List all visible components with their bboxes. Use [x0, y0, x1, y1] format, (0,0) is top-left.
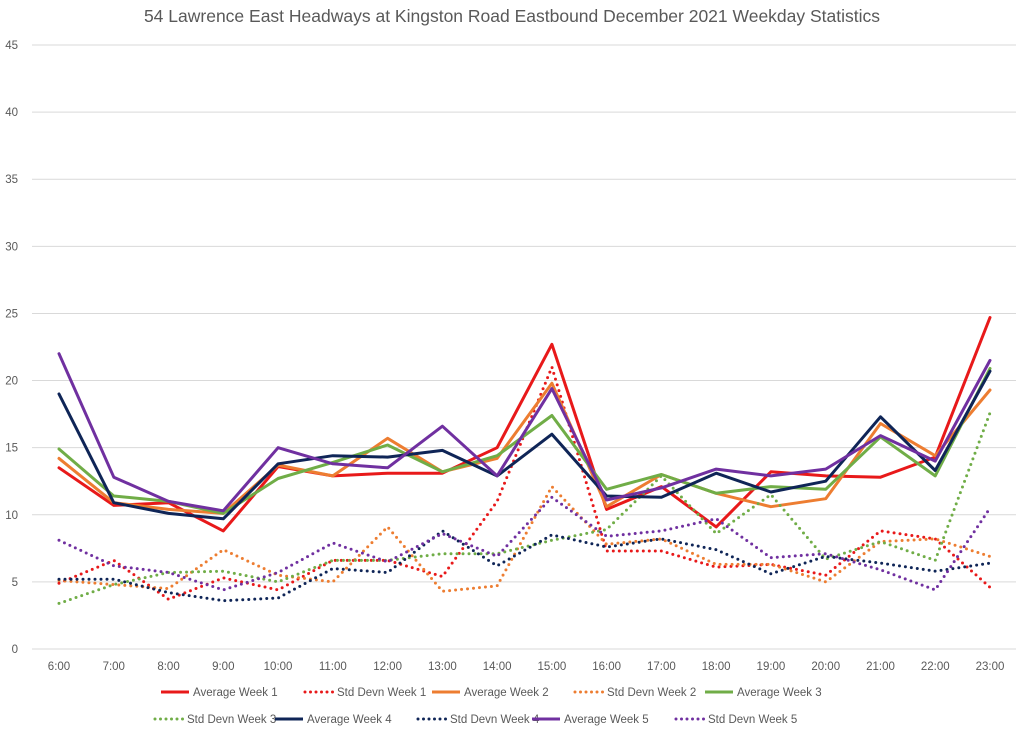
- legend: Average Week 1 Std Devn Week 1 Average Wee…: [153, 687, 822, 726]
- legend-item: Average Week 1: [161, 687, 278, 699]
- x-axis-ticks: 6:00 7:00 8:00 9:00 10:00 11:00 12:00 13:00 14:0…: [48, 661, 1005, 673]
- y-tick-label: 35: [5, 174, 18, 186]
- legend-item: Std Devn Week 1: [303, 687, 426, 699]
- y-tick-label: 5: [12, 577, 18, 589]
- y-axis-ticks: 0 5 10 15 20 25 30 35 40 45: [5, 40, 18, 656]
- x-tick-label: 13:00: [428, 661, 457, 673]
- gridlines: [32, 44, 1016, 650]
- x-tick-label: 20:00: [811, 661, 840, 673]
- legend-label: Std Devn Week 2: [607, 687, 696, 699]
- legend-label: Average Week 4: [307, 714, 392, 726]
- legend-label: Std Devn Week 1: [337, 687, 426, 699]
- y-tick-label: 45: [5, 40, 18, 52]
- y-tick-label: 30: [5, 241, 18, 253]
- chart-title: 54 Lawrence East Headways at Kingston Ro…: [144, 6, 880, 26]
- y-tick-label: 20: [5, 376, 18, 388]
- series-line-average-week-4: [57, 369, 992, 521]
- x-tick-label: 14:00: [483, 661, 512, 673]
- legend-label: Std Devn Week 4: [450, 714, 540, 726]
- legend-label: Std Devn Week 5: [708, 714, 797, 726]
- legend-item: Average Week 4: [275, 714, 392, 726]
- legend-item: Std Devn Week 2: [573, 687, 696, 699]
- legend-label: Average Week 1: [193, 687, 278, 699]
- legend-item: Std Devn Week 5: [674, 714, 797, 726]
- series-line-average-week-5: [57, 352, 992, 513]
- y-tick-label: 0: [12, 644, 18, 656]
- legend-item: Average Week 5: [532, 714, 649, 726]
- x-tick-label: 6:00: [48, 661, 70, 673]
- x-tick-label: 22:00: [921, 661, 950, 673]
- series-line-average-week-3: [57, 367, 992, 515]
- legend-label: Average Week 3: [737, 687, 822, 699]
- legend-label: Average Week 5: [564, 714, 649, 726]
- series-line-std-devn-week-5: [57, 495, 992, 592]
- x-tick-label: 15:00: [537, 661, 566, 673]
- x-tick-label: 16:00: [592, 661, 621, 673]
- legend-item: Std Devn Week 3: [153, 714, 276, 726]
- x-tick-label: 21:00: [866, 661, 895, 673]
- x-tick-label: 18:00: [702, 661, 731, 673]
- series-lines: [57, 316, 992, 605]
- x-tick-label: 11:00: [319, 661, 347, 673]
- y-tick-label: 25: [5, 308, 18, 320]
- x-tick-label: 10:00: [264, 661, 293, 673]
- legend-item: Average Week 3: [705, 687, 822, 699]
- legend-item: Std Devn Week 4: [416, 714, 540, 726]
- x-tick-label: 23:00: [976, 661, 1005, 673]
- series-line-average-week-2: [57, 381, 992, 515]
- x-tick-label: 9:00: [212, 661, 234, 673]
- legend-label: Std Devn Week 3: [187, 714, 276, 726]
- series-line-std-devn-week-2: [57, 485, 992, 593]
- legend-item: Average Week 2: [432, 687, 549, 699]
- y-tick-label: 40: [5, 107, 18, 119]
- x-tick-label: 12:00: [373, 661, 402, 673]
- x-tick-label: 8:00: [157, 661, 179, 673]
- x-tick-label: 17:00: [647, 661, 676, 673]
- y-tick-label: 10: [5, 510, 18, 522]
- x-tick-label: 7:00: [103, 661, 125, 673]
- series-line-average-week-1: [57, 316, 992, 533]
- series-line-std-devn-week-4: [57, 529, 992, 603]
- y-tick-label: 15: [5, 443, 18, 455]
- x-tick-label: 19:00: [757, 661, 786, 673]
- legend-label: Average Week 2: [464, 687, 549, 699]
